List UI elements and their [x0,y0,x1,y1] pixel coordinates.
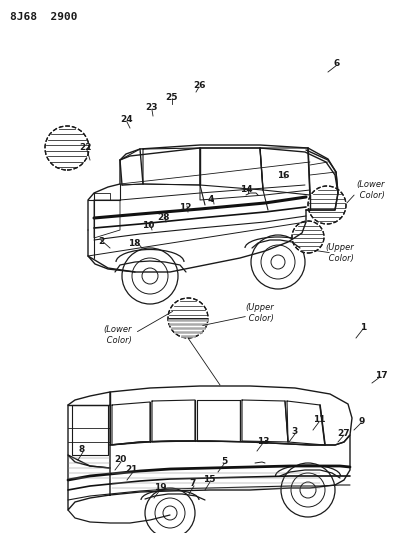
Text: 16: 16 [277,171,289,180]
Text: 22: 22 [79,143,91,152]
Text: 27: 27 [338,429,350,438]
Text: 20: 20 [114,456,126,464]
Text: 8: 8 [79,446,85,455]
Text: 11: 11 [313,416,325,424]
Text: 19: 19 [154,483,166,492]
Text: 12: 12 [179,204,191,213]
Circle shape [292,221,324,253]
Text: 6: 6 [334,59,340,68]
Circle shape [45,126,89,170]
Text: 25: 25 [166,93,178,101]
Circle shape [168,298,208,338]
Text: 18: 18 [128,238,140,247]
Text: (Lower
 Color): (Lower Color) [357,180,385,200]
Text: 3: 3 [292,427,298,437]
Text: 23: 23 [146,103,158,112]
Text: 24: 24 [120,116,133,125]
Text: 28: 28 [157,213,169,222]
Text: 2: 2 [98,238,104,246]
Text: 14: 14 [240,184,252,193]
Text: 13: 13 [257,437,269,446]
Text: 9: 9 [359,416,365,425]
Text: 15: 15 [203,475,215,484]
Text: 8J68  2900: 8J68 2900 [10,12,77,22]
Text: 17: 17 [375,370,387,379]
Text: (Lower
 Color): (Lower Color) [104,325,132,345]
Circle shape [308,186,346,224]
Text: (Upper
 Color): (Upper Color) [326,243,354,263]
Text: (Upper
 Color): (Upper Color) [246,303,275,322]
Text: 4: 4 [208,196,214,205]
Text: 7: 7 [190,480,196,489]
Text: 1: 1 [360,322,366,332]
Text: 10: 10 [142,221,154,230]
Text: 5: 5 [221,457,227,466]
Text: 26: 26 [193,80,205,90]
Text: 21: 21 [126,465,138,474]
